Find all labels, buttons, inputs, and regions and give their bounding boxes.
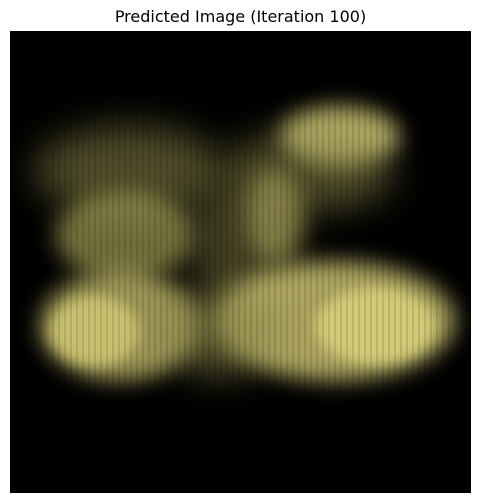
- figure-title: Predicted Image (Iteration 100): [114, 7, 367, 26]
- predicted-image: [10, 31, 471, 493]
- predicted-image-canvas: [10, 31, 471, 493]
- streak-overlay: [50, 101, 450, 401]
